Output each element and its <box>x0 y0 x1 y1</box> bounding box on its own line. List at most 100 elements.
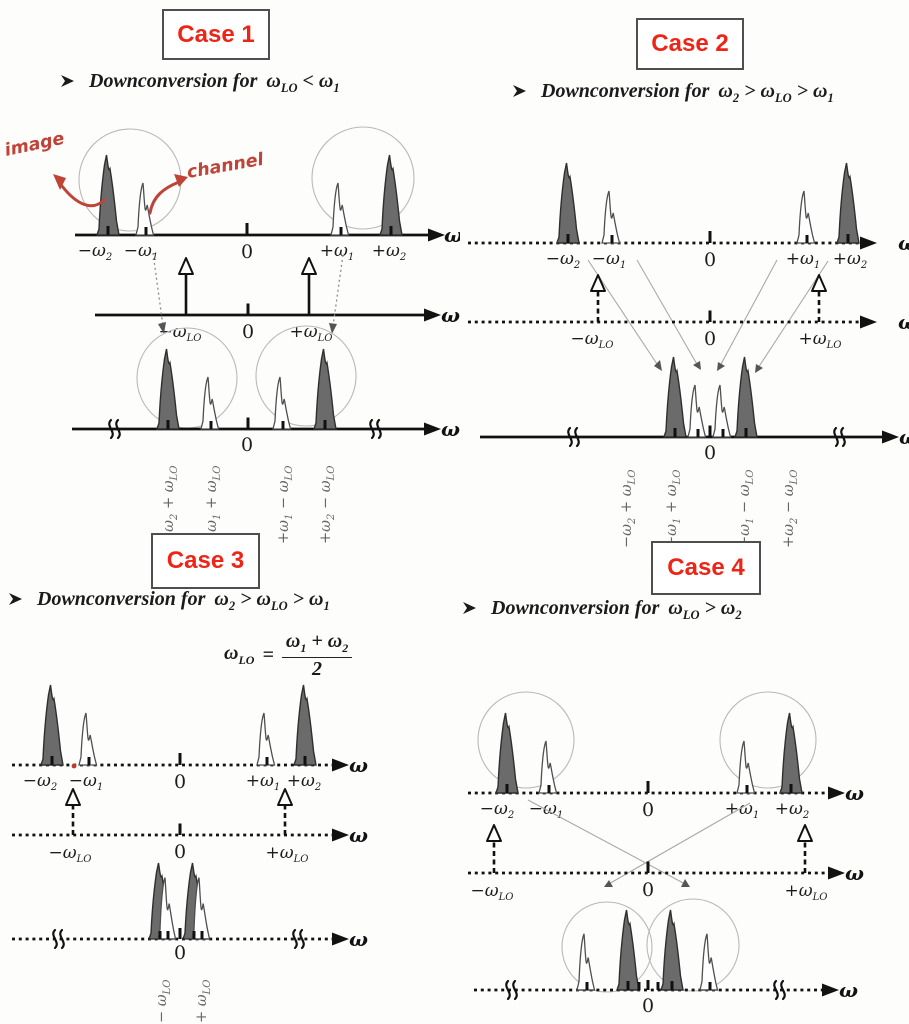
equals-sign: = <box>262 643 274 666</box>
case-1-label-box: Case 1 <box>162 9 270 60</box>
zero-label: 0 <box>704 249 716 271</box>
case-1-title: Downconversion for ωLO < ω1 <box>60 70 340 96</box>
dark-peak <box>495 712 519 794</box>
shift-label-p1m: +ω1 − ωLO <box>737 470 756 548</box>
zero-label: 0 <box>642 799 654 821</box>
dark-peak <box>556 162 580 244</box>
break-mark <box>505 979 518 1001</box>
red-dot-mark <box>71 763 77 769</box>
freq-label-neg-wlo: −ωLO <box>571 329 614 351</box>
shift-arrow <box>152 252 164 327</box>
freq-label-neg-w1: −ω1 <box>592 249 626 271</box>
case-4-label-box: Case 4 <box>651 541 761 595</box>
dark-peak <box>660 909 684 991</box>
dark-peak <box>379 154 403 236</box>
case4-rf-axis: ω −ω2 −ω1 0 +ω1 +ω2 <box>468 691 864 821</box>
lo-impulse <box>65 788 81 806</box>
omega-label: ω <box>845 781 864 805</box>
lo-impulse <box>486 824 502 842</box>
dark-peak <box>40 684 64 766</box>
hand-arrowhead <box>53 174 66 190</box>
zero-label: 0 <box>642 879 654 901</box>
freq-label-neg-w2: −ω2 <box>78 241 112 263</box>
case-2-label-box: Case 2 <box>636 18 744 70</box>
zero-label: 0 <box>241 241 253 263</box>
omega-label: ω <box>444 223 460 247</box>
zero-label: 0 <box>241 434 253 456</box>
shift-label-m1p: −ω1 + ωLO <box>194 980 213 1024</box>
case2-lo-axis: ω −ωLO 0 +ωLO <box>468 274 909 351</box>
dark-peak <box>96 154 120 236</box>
case-2-diagram: ω −ω2 −ω1 0 +ω1 +ω2 ω −ωLO 0 +ωLO <box>468 162 909 548</box>
hand-arrow-channel <box>148 180 181 215</box>
case4-if-axis: ω 0 <box>474 898 858 1017</box>
case4-lo-axis: ω −ωLO 0 +ωLO <box>468 824 864 903</box>
zero-label: 0 <box>242 321 254 343</box>
hand-arrow-image <box>60 184 106 208</box>
shift-label-p2m: +ω2 − ωLO <box>781 470 800 548</box>
shift-label-m1p: −ω1 + ωLO <box>664 470 683 548</box>
group-circle <box>477 691 575 789</box>
case-2-label: Case 2 <box>651 30 729 57</box>
formula-lhs: ωLO <box>224 642 255 668</box>
omega-label: ω <box>349 927 368 951</box>
bullet-arrow-icon <box>61 75 74 87</box>
zero-label: 0 <box>174 841 186 863</box>
title-text: Downconversion for <box>89 70 258 92</box>
handwritten-annotations: image channel <box>3 129 266 215</box>
fraction-numerator: ω1 + ω2 <box>281 630 353 658</box>
omega-label: ω <box>845 861 864 885</box>
omega-label: ω <box>898 231 909 255</box>
case-1-diagram: ω −ω2 −ω1 0 +ω1 +ω2 image channel ω −ωLO… <box>3 126 460 544</box>
dark-peak <box>616 909 640 991</box>
omega-label: ω <box>441 303 460 327</box>
case3-rf-axis: ω −ω2 −ω1 0 +ω1 +ω2 <box>12 684 368 793</box>
white-peak <box>576 933 596 991</box>
dark-peak <box>663 356 687 438</box>
bullet-arrow-icon <box>463 602 476 614</box>
dark-peak <box>313 348 337 430</box>
freq-label-pos-w2: +ω2 <box>775 799 809 821</box>
condition: ω2 > ωLO > ω1 <box>718 80 834 105</box>
break-mark <box>773 979 786 1001</box>
freq-label-neg-wlo: −ωLO <box>471 881 514 903</box>
fraction-denominator: 2 <box>312 657 323 680</box>
zero-label: 0 <box>642 995 654 1017</box>
dark-peak <box>156 348 180 430</box>
omega-label: ω <box>899 425 909 449</box>
condition: ωLO < ω1 <box>266 70 340 95</box>
shift-arrow <box>332 254 344 327</box>
group-circle <box>646 898 740 992</box>
case-3-label: Case 3 <box>166 547 245 574</box>
freq-label-neg-w1: −ω1 <box>69 771 103 793</box>
freq-label-pos-w1: +ω1 <box>786 249 820 271</box>
case4-shift-arrows <box>527 799 751 887</box>
case1-if-axis: ω 0 −ω2 + ωLO −ω1 + ωLO +ω1 − ωLO +ω2 − … <box>72 325 460 544</box>
case-4-title: Downconversion for ωLO > ω2 <box>462 597 742 623</box>
freq-label-neg-w2: −ω2 <box>23 771 57 793</box>
title-text: Downconversion for <box>491 597 660 619</box>
shift-label-p1m: +ω1 − ωLO <box>154 980 173 1024</box>
fraction: ω1 + ω2 2 <box>281 630 353 681</box>
bullet-arrow-icon <box>9 593 22 605</box>
case-1-label: Case 1 <box>177 20 255 48</box>
case3-lo-axis: ω −ωLO 0 +ωLO <box>12 788 368 865</box>
dark-peak <box>779 712 803 794</box>
group-circle <box>719 691 817 789</box>
freq-label-neg-w2: −ω2 <box>546 249 580 271</box>
lo-frequency-formula: ωLO = ω1 + ω2 2 <box>224 630 353 681</box>
omega-label: ω <box>441 417 460 441</box>
case2-if-axis: ω 0 −ω2 + ωLO −ω1 + ωLO +ω1 − ωLO +ω2 − … <box>480 356 909 548</box>
omega-label: ω <box>898 310 909 334</box>
zero-label: 0 <box>174 942 186 964</box>
white-peak <box>699 933 719 991</box>
bullet-arrow-icon <box>513 85 526 97</box>
case-4-label: Case 4 <box>667 554 745 581</box>
handwriting-image: image <box>3 129 66 161</box>
case-3-label-box: Case 3 <box>151 533 260 589</box>
case-2-title: Downconversion for ω2 > ωLO > ω1 <box>512 80 834 106</box>
omega-label: ω <box>839 978 858 1002</box>
case1-rf-axis: ω −ω2 −ω1 0 +ω1 +ω2 <box>75 126 460 263</box>
freq-label-pos-wlo: +ωLO <box>290 322 333 344</box>
freq-label-neg-w1: −ω1 <box>124 241 158 263</box>
